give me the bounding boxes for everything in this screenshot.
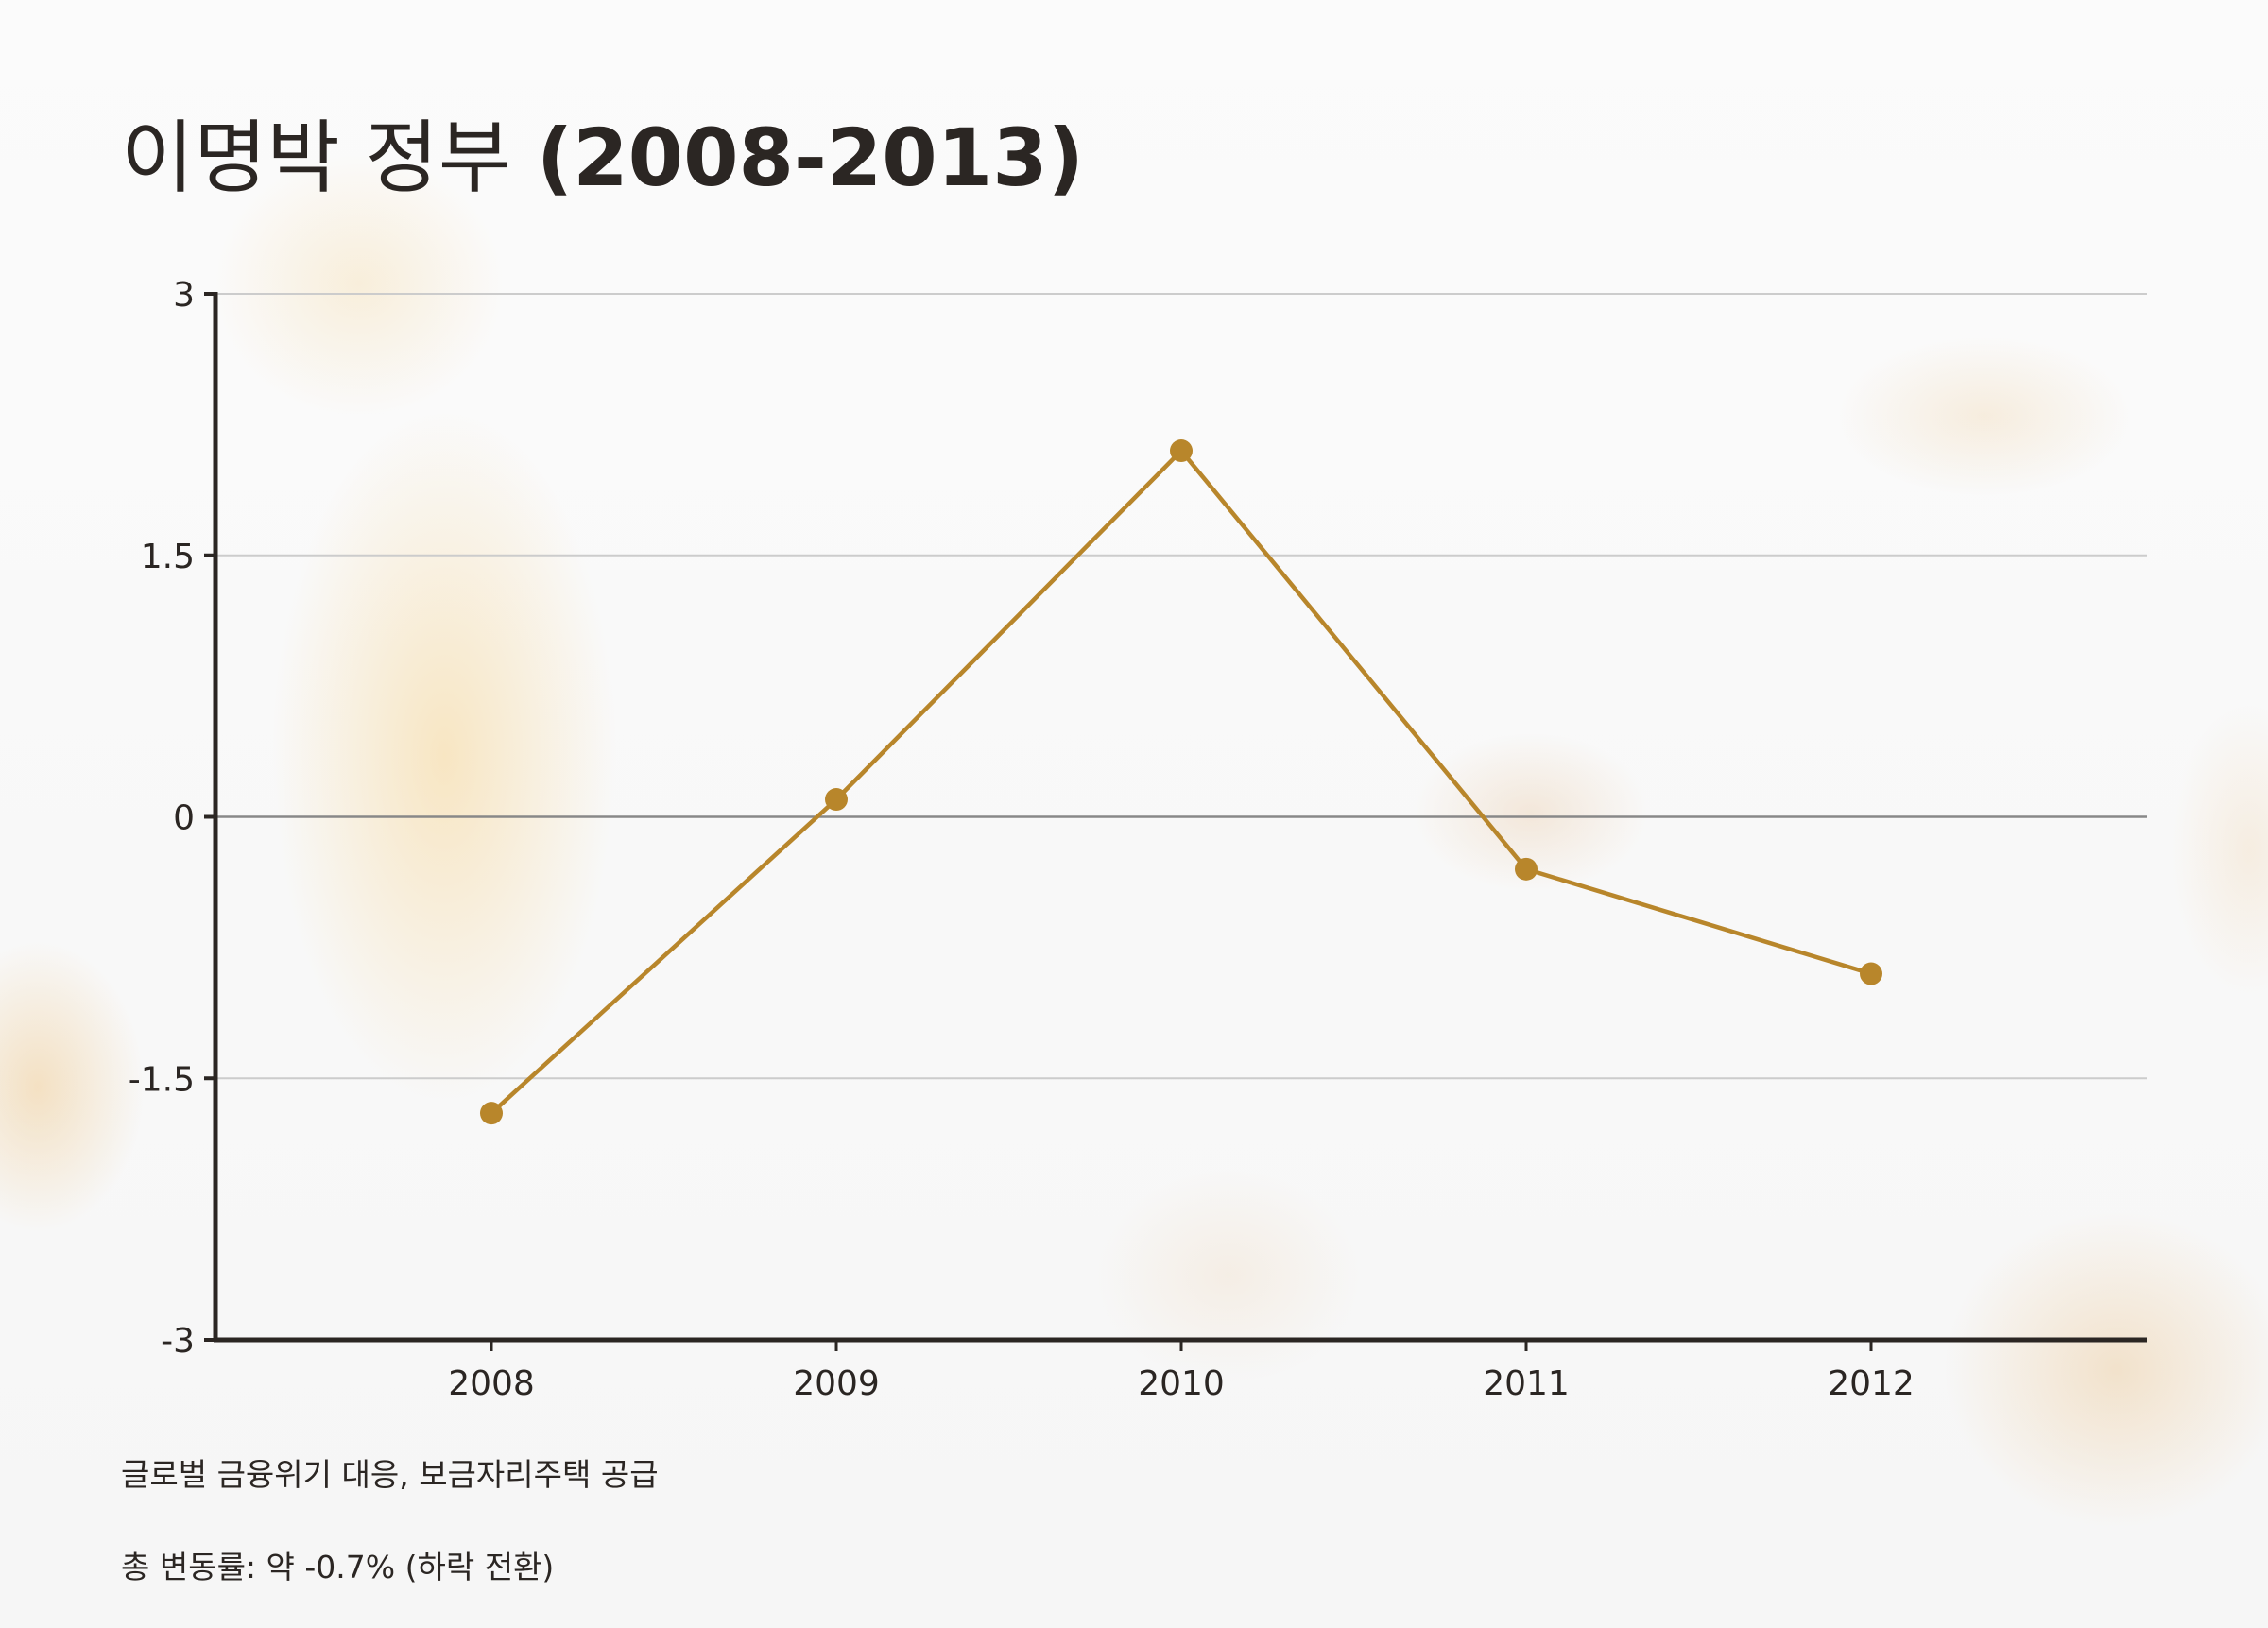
grid-lines [215,293,2147,1080]
axes [204,292,2147,1351]
y-tick-label: 0 [173,799,195,838]
total-change-note: 총 변동률: 약 -0.7% (하락 전환) [121,1549,555,1585]
chart-title: 이명박 정부 (2008-2013) [121,94,1084,209]
chart-title-main: 이명박 정부 [121,111,512,204]
x-tick-label: 2009 [793,1364,880,1403]
series-line [489,448,1874,1116]
policy-note: 글로벌 금융위기 대응, 보금자리주택 공급 [121,1456,659,1493]
y-tick-label: 1.5 [141,538,195,576]
y-tick-label: -1.5 [129,1060,195,1099]
y-tick-label: -3 [161,1322,195,1361]
data-point [1515,857,1538,881]
data-point [480,1102,503,1125]
data-point [1860,962,1882,985]
y-tick-label: 3 [173,276,195,315]
x-tick-label: 2012 [1828,1364,1915,1403]
data-series [480,439,1882,1125]
x-tick-label: 2010 [1138,1364,1225,1403]
x-tick-label: 2008 [448,1364,535,1403]
chart-title-years: (2008-2013) [536,111,1085,204]
tick-labels: 3 1.5 0 -1.5 -3 2008 2009 2010 2011 2012 [129,276,1915,1403]
data-point [825,788,848,812]
data-point [1170,439,1193,463]
x-tick-label: 2011 [1483,1364,1570,1403]
